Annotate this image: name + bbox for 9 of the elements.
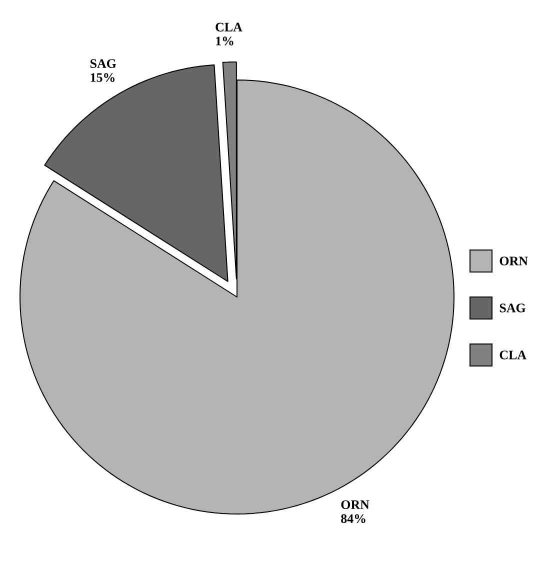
legend-label: CLA: [500, 350, 526, 360]
slice-label: CLA: [216, 22, 242, 32]
slice-label: ORN: [341, 500, 370, 510]
slice-label: SAG: [90, 59, 116, 68]
legend-label: ORN: [500, 256, 528, 266]
legend-label: SAG: [500, 304, 526, 312]
data-label: 15%: [90, 73, 114, 82]
data-label: 1%: [216, 36, 234, 46]
data-label: 84%: [341, 514, 366, 524]
